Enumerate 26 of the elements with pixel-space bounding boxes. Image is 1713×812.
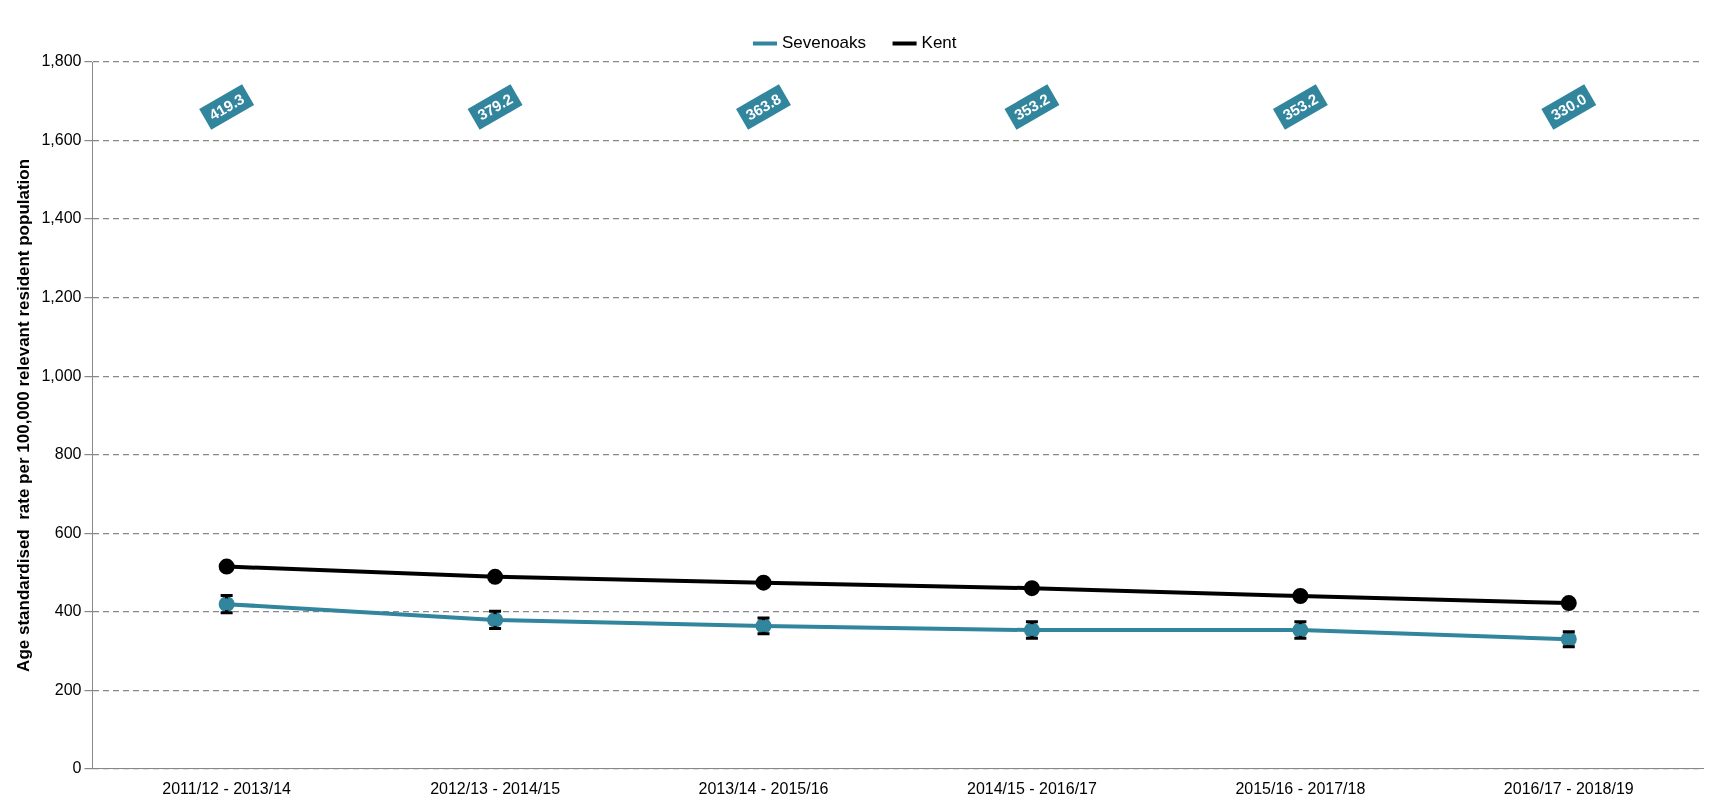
- point: [1292, 588, 1309, 605]
- annotation: 419.3: [205, 89, 247, 124]
- point: [1023, 580, 1040, 597]
- point: [755, 574, 772, 591]
- y-tick-label: 600: [54, 523, 82, 541]
- x-tick-label: 2013/14 - 2015/16: [698, 779, 829, 797]
- y-tick-label: 1,600: [41, 130, 82, 148]
- y-tick-label: 200: [54, 680, 82, 698]
- x-tick-label: 2012/13 - 2014/15: [430, 779, 561, 797]
- legend-label: Sevenoaks: [781, 33, 867, 53]
- x-tick-label: 2011/12 - 2013/14: [162, 779, 292, 797]
- y-tick-label: 1,000: [41, 366, 82, 384]
- y-axis-title: Age standardised rate per 100,000 relevant resident population: [13, 158, 33, 672]
- y-tick-label: 800: [54, 445, 82, 463]
- y-tick-label: 1,200: [41, 288, 82, 306]
- point: [1560, 595, 1577, 612]
- x-tick-label: 2014/15 - 2016/17: [966, 779, 1097, 797]
- y-tick-label: 1,800: [41, 52, 82, 70]
- y-tick-label: 0: [72, 759, 82, 777]
- point: [487, 568, 504, 585]
- x-tick-label: 2016/17 - 2018/19: [1503, 779, 1634, 797]
- x-tick-label: 2015/16 - 2017/18: [1235, 779, 1366, 797]
- y-tick-label: 400: [54, 602, 82, 620]
- y-tick-label: 1,400: [41, 209, 82, 227]
- point: [218, 558, 235, 575]
- legend-label: Kent: [921, 33, 957, 53]
